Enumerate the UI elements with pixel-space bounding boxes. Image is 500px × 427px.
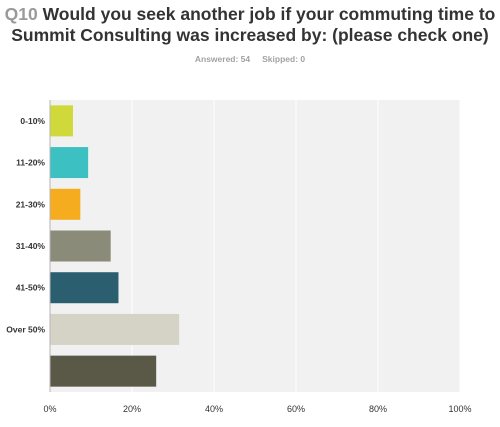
bar [50,230,111,262]
bar [50,147,89,179]
bar-chart: 0-10% 11-20% 21-30% 31-40% 41-50% Over 50% 0% 2… [6,100,472,414]
answered-count: Answered: 54 [194,54,251,64]
bar [50,272,119,304]
bar [50,355,157,387]
bar [50,105,73,137]
bar [50,188,81,220]
x-tick-label: 20% [123,404,141,414]
category-label: 41-50% [16,283,46,293]
question-header: Q10 Would you seek another job if your c… [0,4,500,64]
x-tick-label: 80% [369,404,387,414]
x-tick-label: 40% [205,404,223,414]
category-label: 0-10% [20,116,45,126]
category-label: Over 50% [6,324,45,334]
category-label: 11-20% [16,158,45,168]
question-number: Q10 [4,4,38,24]
skipped-count: Skipped: 0 [262,54,306,64]
x-tick-label: 100% [448,404,471,414]
question-text: Would you seek another job if your commu… [11,4,496,45]
question-title: Q10 Would you seek another job if your c… [0,4,500,46]
category-label: 21-30% [16,199,46,209]
x-tick-label: 0% [43,404,56,414]
bar [50,313,180,345]
response-stats: Answered: 54 Skipped: 0 [0,54,500,64]
plot-background [50,100,460,392]
x-tick-label: 60% [287,404,305,414]
category-label: 31-40% [16,241,46,251]
